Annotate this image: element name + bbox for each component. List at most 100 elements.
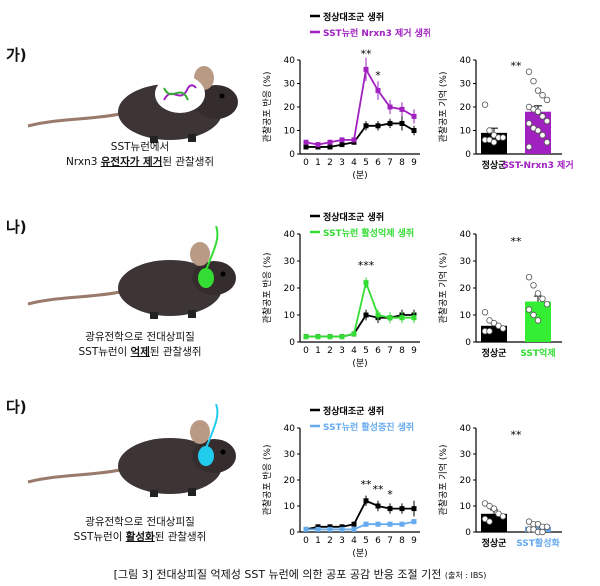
significance-marker: **: [373, 483, 385, 496]
x-tick-label: 8: [399, 536, 405, 546]
data-point: [327, 526, 333, 532]
y-tick-label: 40: [460, 230, 472, 240]
y-tick-label: 20: [284, 103, 296, 113]
category-label: 정상군: [482, 537, 508, 549]
data-point: [363, 312, 369, 318]
legend-entry: 정상대조군 생쥐: [323, 211, 384, 223]
y-tick-label: 0: [289, 150, 295, 160]
individual-point: [499, 134, 507, 141]
y-tick-label: 10: [284, 127, 296, 137]
legend-entry: SST뉴런 활성억제 생쥐: [323, 227, 414, 239]
caption-c: 광유전학으로 전대상피질 SST뉴런이 활성화된 관찰생쥐: [73, 516, 207, 543]
data-point: [411, 113, 417, 119]
data-point: [363, 123, 369, 129]
individual-point: [534, 317, 542, 324]
significance-marker: ***: [358, 259, 375, 272]
data-point: [375, 88, 381, 94]
data-point: [387, 506, 393, 512]
individual-point: [543, 96, 551, 104]
category-label: SST-Nrxn3 제거: [502, 159, 573, 171]
y-tick-label: 10: [460, 311, 472, 321]
y-tick-label: 40: [284, 424, 296, 434]
individual-point: [499, 325, 507, 332]
y-tick-label: 0: [465, 338, 471, 348]
data-point: [351, 137, 357, 143]
data-point: [387, 104, 393, 110]
y-axis-label: 관찰공포 반응 (%): [262, 445, 273, 516]
data-point: [303, 334, 309, 340]
individual-point: [543, 117, 551, 125]
x-tick-label: 2: [327, 346, 333, 356]
x-tick-label: 6: [375, 158, 381, 168]
individual-point: [543, 300, 551, 308]
individual-point: [530, 311, 537, 319]
individual-point: [486, 327, 493, 335]
data-point: [411, 128, 417, 133]
y-tick-label: 30: [284, 257, 296, 267]
data-point: [411, 506, 417, 512]
data-point: [339, 526, 345, 532]
individual-point: [539, 295, 546, 302]
individual-point: [534, 290, 542, 297]
caption-b: 광유전학으로 전대상피질 SST뉴런이 억제된 관찰생쥐: [78, 331, 202, 358]
y-tick-label: 30: [284, 450, 296, 460]
y-tick-label: 40: [284, 230, 296, 240]
individual-point: [539, 528, 546, 536]
y-tick-label: 20: [460, 476, 472, 486]
x-tick-label: 3: [339, 158, 345, 168]
individual-point: [486, 518, 493, 525]
legend-entry: SST뉴런 Nrxn3 제거 생쥐: [323, 27, 430, 39]
y-tick-label: 10: [460, 502, 472, 512]
individual-point: [481, 309, 489, 316]
data-point: [351, 331, 357, 337]
panel-label-b: 나): [6, 218, 27, 236]
x-tick-label: 0: [303, 346, 309, 356]
x-tick-label: 4: [351, 158, 357, 168]
data-point: [387, 315, 393, 321]
x-tick-label: 5: [363, 158, 369, 168]
data-point: [387, 521, 393, 527]
x-tick-label: 0: [303, 158, 309, 168]
individual-point: [539, 113, 546, 120]
data-point: [375, 123, 381, 129]
y-axis-label: 관찰공포 기억 (%): [437, 445, 449, 516]
legend-entry: SST뉴런 활성증진 생쥐: [323, 421, 414, 433]
individual-point: [530, 282, 537, 289]
x-tick-label: 4: [351, 346, 357, 356]
significance-marker: **: [361, 478, 373, 491]
series-line-1: [306, 279, 414, 338]
data-point: [399, 120, 405, 126]
y-tick-label: 20: [460, 284, 472, 294]
x-tick-label: 2: [327, 536, 333, 546]
data-point: [387, 120, 393, 126]
data-point: [363, 521, 369, 527]
series-line-0: [306, 122, 415, 148]
individual-point: [481, 101, 489, 108]
y-tick-label: 40: [460, 424, 472, 434]
y-tick-label: 20: [460, 103, 472, 113]
individual-point: [534, 127, 542, 134]
x-axis-label: (분): [352, 170, 367, 181]
data-point: [399, 106, 405, 112]
y-tick-label: 40: [460, 56, 472, 66]
y-tick-label: 0: [289, 338, 295, 348]
data-point: [339, 137, 345, 143]
individual-point: [525, 68, 533, 75]
y-tick-label: 0: [465, 150, 471, 160]
x-tick-label: 7: [387, 536, 393, 546]
y-tick-label: 10: [284, 502, 296, 512]
y-tick-label: 20: [284, 284, 296, 294]
x-tick-label: 6: [375, 536, 381, 546]
y-tick-label: 0: [289, 528, 295, 538]
individual-point: [539, 131, 546, 139]
x-tick-label: 6: [375, 346, 381, 356]
panel-label-a: 가): [6, 46, 27, 64]
category-label: SST억제: [520, 347, 555, 359]
significance-marker: *: [387, 488, 393, 501]
x-tick-label: 1: [315, 158, 321, 168]
y-tick-label: 30: [460, 80, 472, 90]
x-tick-label: 8: [399, 158, 405, 168]
y-tick-label: 30: [284, 80, 296, 90]
data-point: [363, 66, 369, 72]
